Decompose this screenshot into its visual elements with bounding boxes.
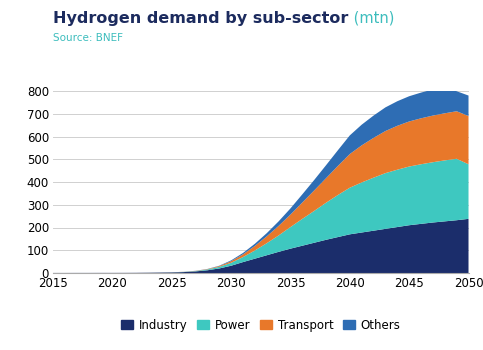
Text: Hydrogen demand by sub-sector: Hydrogen demand by sub-sector: [53, 10, 349, 26]
Text: (mtn): (mtn): [349, 10, 394, 26]
Text: Source: BNEF: Source: BNEF: [53, 33, 123, 43]
Legend: Industry, Power, Transport, Others: Industry, Power, Transport, Others: [116, 314, 405, 336]
